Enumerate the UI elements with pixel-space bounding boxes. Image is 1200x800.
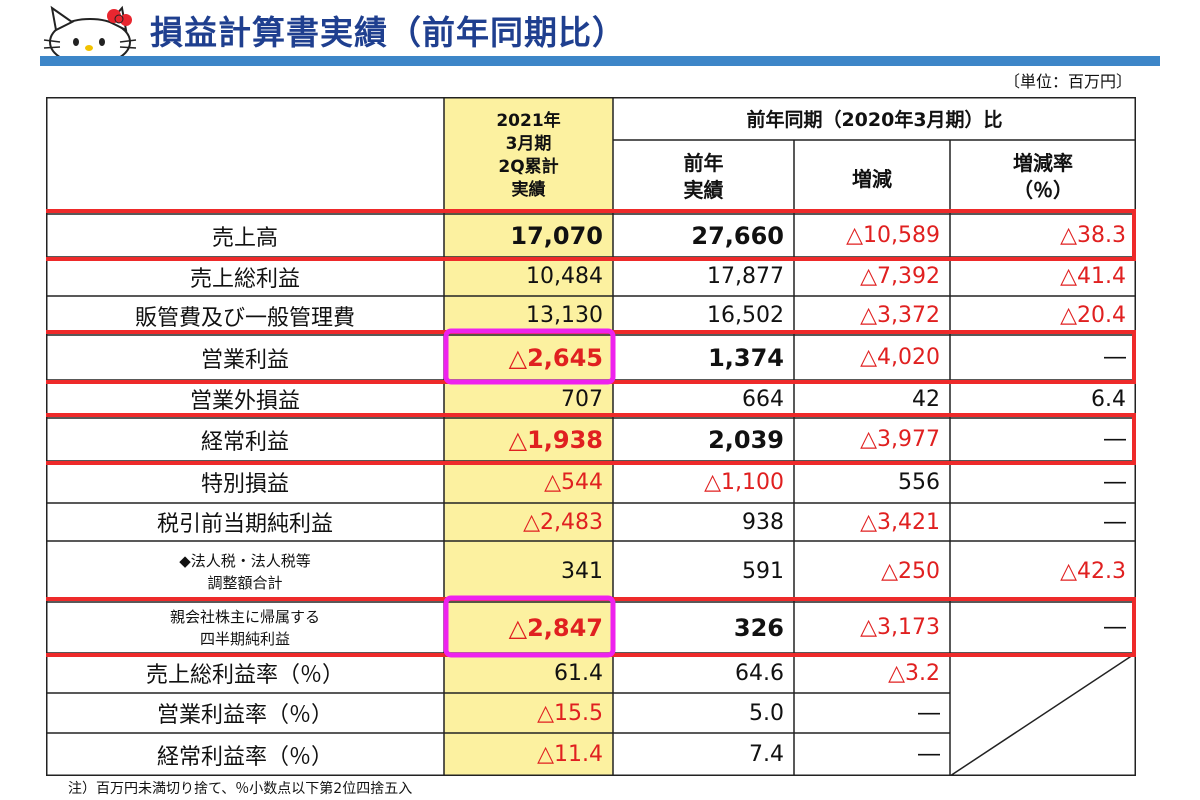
header-line: 増減率 [1013, 151, 1073, 175]
cell-change: △3.2 [888, 660, 940, 686]
row-label: 経常利益 [200, 429, 289, 455]
title-underline [40, 56, 1160, 66]
cell-prev: 7.4 [749, 742, 784, 767]
header-line: 2Q累計 [498, 156, 559, 177]
page-title: 損益計算書実績（前年同期比） [150, 13, 626, 52]
cell-change: △4,020 [860, 345, 940, 370]
row-label: ◆法人税・法人税等 調整額合計 [46, 541, 444, 602]
header-line: 2021年 [496, 110, 561, 131]
cell-rate: 6.4 [1091, 386, 1126, 412]
row-label: 売上総利益 [189, 266, 300, 292]
header-line: 3月期 [505, 133, 552, 154]
cell-rate: ― [1104, 509, 1126, 535]
header-current-period: 2021年 3月期 2Q累計 実績 [444, 97, 613, 214]
cell-change: △3,173 [860, 615, 940, 640]
cell-current: △15.5 [537, 700, 603, 726]
cell-rate: △41.4 [1060, 264, 1126, 289]
header-line: 前年 [683, 151, 724, 175]
row-highlight-box [46, 209, 1136, 261]
cell-rate: ― [1104, 615, 1126, 640]
cell-change: 556 [898, 469, 940, 495]
cell-prev: 664 [742, 386, 784, 412]
income-statement-table: 2021年 3月期 2Q累計 実績 前年同期（2020年3月期）比 前年 実績 増減 増減率 （％… [46, 97, 1136, 776]
cell-current: △11.4 [537, 742, 603, 767]
row-label: 営業利益率（％） [156, 703, 333, 728]
header-line: 実績 [511, 179, 546, 200]
footnote: 注）百万円未満切り捨て、％小数点以下第2位四捨五入 [68, 781, 413, 797]
row-label: 売上高 [211, 225, 278, 251]
cell-prev: 5.0 [749, 700, 784, 726]
cell-prev: 326 [733, 613, 784, 642]
cell-highlight-box [443, 595, 616, 658]
cell-prev: 1,374 [708, 343, 784, 372]
cell-current: △2,645 [508, 343, 603, 372]
cell-prev: 591 [742, 559, 784, 584]
header-line: （％） [1013, 178, 1073, 202]
cell-current: 341 [561, 559, 603, 584]
cell-current: 10,484 [526, 264, 603, 289]
cell-change: △3,372 [860, 303, 940, 328]
row-label-line: 四半期純利益 [199, 629, 290, 648]
row-label-line: 親会社株主に帰属する [169, 607, 320, 626]
unit-label: 〔単位：百万円〕 [1003, 72, 1132, 91]
cell-prev: 64.6 [735, 660, 784, 686]
cell-change: ― [918, 700, 940, 726]
row-highlight-box [46, 413, 1136, 465]
row-label: 営業外損益 [189, 389, 300, 414]
row-label: 営業利益 [200, 347, 289, 373]
cell-prev: 27,660 [691, 221, 784, 250]
cell-prev: 17,877 [707, 264, 784, 289]
cell-rate: ― [1104, 469, 1126, 495]
cell-current: 707 [561, 386, 603, 412]
cell-change: △7,392 [860, 264, 940, 289]
cell-change: △3,977 [860, 427, 940, 452]
cell-rate: ― [1104, 345, 1126, 370]
header-comparison-title: 前年同期（2020年3月期）比 [746, 109, 1003, 131]
cell-rate: △20.4 [1060, 303, 1126, 328]
cell-prev: 2,039 [708, 425, 784, 454]
cell-current: △2,847 [508, 613, 603, 642]
cell-current: 61.4 [554, 660, 603, 686]
cell-current: 17,070 [510, 221, 603, 250]
row-label-line: ◆法人税・法人税等 [179, 551, 311, 570]
cell-change: △250 [881, 559, 940, 584]
cell-highlight-box [443, 328, 616, 385]
table-grid [46, 97, 1136, 776]
cell-change: ― [918, 742, 940, 767]
cell-change: △10,589 [846, 223, 940, 248]
row-label-line: 調整額合計 [207, 573, 283, 592]
cell-current: △544 [544, 469, 603, 495]
cell-change: △3,421 [860, 509, 940, 535]
header-line: 実績 [683, 178, 724, 202]
cell-rate: △38.3 [1060, 223, 1126, 248]
cell-prev: 16,502 [707, 303, 784, 328]
row-label: 特別損益 [200, 472, 289, 497]
row-label: 販管費及び一般管理費 [134, 305, 355, 331]
row-label: 親会社株主に帰属する 四半期純利益 [46, 602, 444, 653]
cell-current: △1,938 [508, 425, 603, 454]
row-label: 売上総利益率（％） [145, 663, 344, 688]
empty-cell-diagonal [949, 652, 1136, 776]
cell-current: △2,483 [523, 509, 603, 535]
row-label: 経常利益率（％） [156, 744, 333, 770]
cell-change: 42 [912, 386, 940, 412]
header-prev-results: 前年 実績 [613, 140, 794, 214]
header-change: 増減 [852, 166, 892, 191]
cell-rate: △42.3 [1060, 559, 1126, 584]
cell-rate: ― [1104, 427, 1126, 452]
cell-prev: △1,100 [704, 469, 784, 495]
cell-current: 13,130 [526, 303, 603, 328]
header-change-rate: 増減率 （％） [950, 140, 1136, 214]
hello-kitty-logo [43, 5, 137, 64]
cell-prev: 938 [742, 509, 784, 535]
row-label: 税引前当期純利益 [156, 512, 333, 537]
